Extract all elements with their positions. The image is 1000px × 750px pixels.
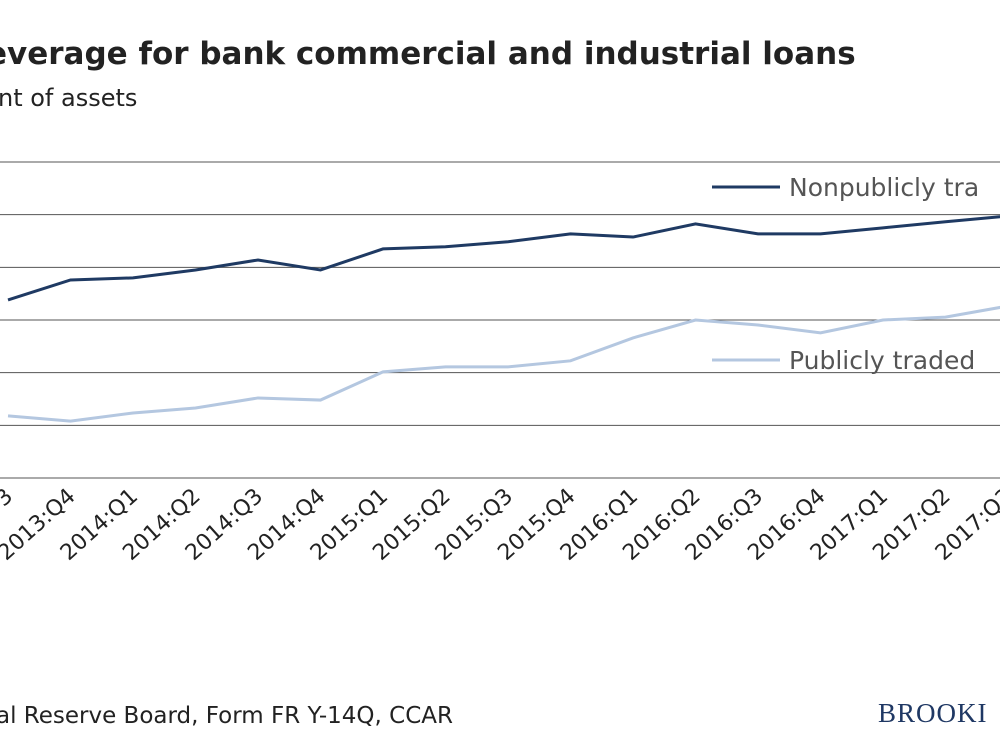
x-tick-label: 3 <box>0 484 18 512</box>
legend-label: Publicly traded <box>789 346 975 375</box>
data-line <box>7 305 1000 423</box>
chart-subtitle: nt of assets <box>0 84 137 112</box>
source-note: al Reserve Board, Form FR Y-14Q, CCAR <box>0 703 453 729</box>
data-line <box>7 215 1000 302</box>
chart-title: everage for bank commercial and industri… <box>0 36 856 72</box>
legend-label: Nonpublicly tra <box>789 173 979 202</box>
brand-logo: BROOKI <box>878 698 988 728</box>
